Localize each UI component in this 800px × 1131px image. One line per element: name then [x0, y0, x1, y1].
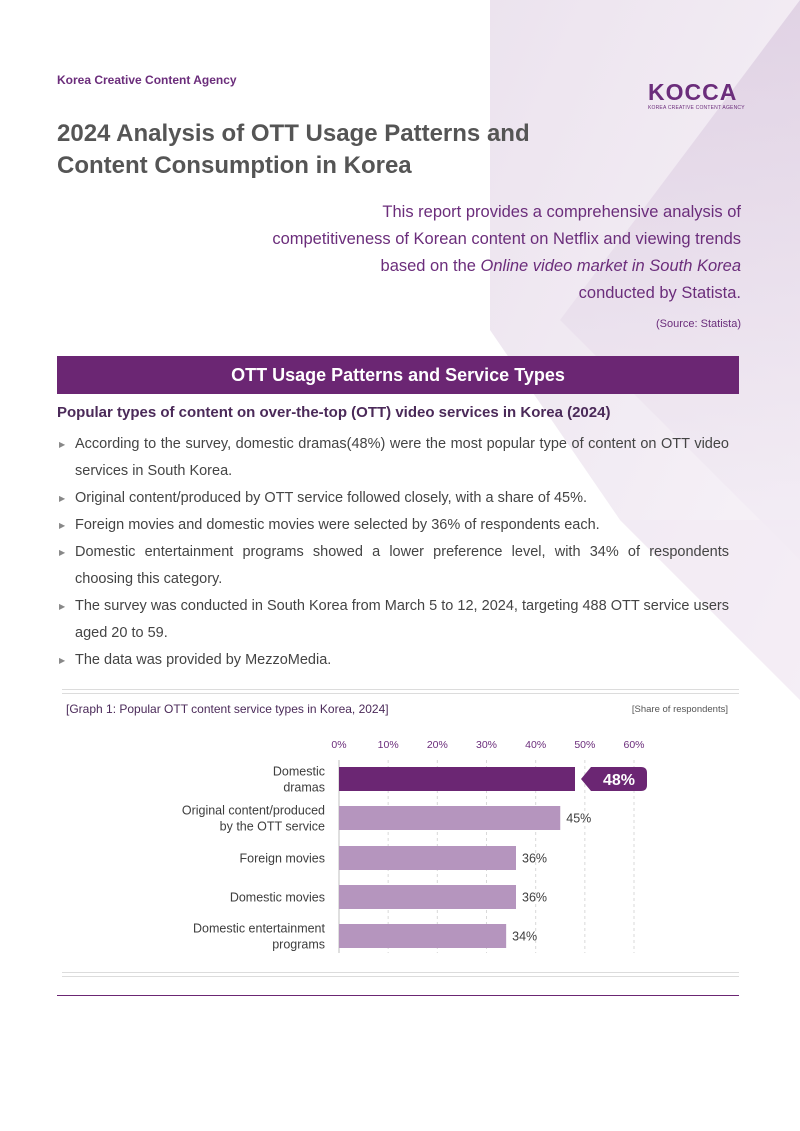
graph-top-divider — [62, 689, 739, 694]
bullet-marker-icon: ▶ — [59, 494, 66, 503]
bullet-marker-icon: ▶ — [59, 521, 66, 530]
intro-line-4: conducted by Statista. — [578, 284, 741, 302]
bullet-item: ▶ Domestic entertainment programs showed … — [57, 539, 729, 593]
x-tick-label: 30% — [476, 739, 497, 751]
title-line-1: 2024 Analysis of OTT Usage Patterns and — [57, 120, 530, 147]
bullet-text: Foreign movies and domestic movies were … — [75, 517, 600, 533]
value-label: 48% — [603, 772, 635, 789]
category-label: programs — [272, 938, 325, 952]
bullet-item: ▶ Foreign movies and domestic movies were… — [57, 512, 729, 539]
bullet-text: The data was provided by MezzoMedia. — [75, 652, 332, 668]
intro-line-2: competitiveness of Korean content on Net… — [272, 230, 741, 248]
x-tick-label: 40% — [525, 739, 546, 751]
page-footer-rule — [57, 995, 739, 996]
category-label: Domestic entertainment — [193, 922, 326, 936]
page-title: 2024 Analysis of OTT Usage Patterns and … — [57, 118, 617, 182]
intro-market-name: Online video market in South Korea — [480, 257, 741, 275]
intro-paragraph: This report provides a comprehensive ana… — [181, 199, 741, 307]
x-tick-label: 20% — [427, 739, 448, 751]
section-subheading: Popular types of content on over-the-top… — [57, 404, 611, 421]
value-label: 45% — [566, 812, 591, 826]
bar — [339, 885, 516, 909]
bullet-text: Domestic entertainment programs showed a… — [75, 544, 729, 587]
value-label: 36% — [522, 891, 547, 905]
x-tick-label: 10% — [378, 739, 399, 751]
category-label: Original content/produced — [182, 804, 325, 818]
bullet-item: ▶ The data was provided by MezzoMedia. — [57, 647, 729, 674]
bullet-marker-icon: ▶ — [59, 602, 66, 611]
bar — [339, 846, 516, 870]
graph-bottom-divider — [62, 972, 739, 977]
logo-text: KOCCA — [648, 79, 738, 105]
graph-caption: [Graph 1: Popular OTT content service ty… — [66, 702, 389, 716]
intro-line-3-prefix: based on the — [380, 257, 481, 275]
highlight-callout — [581, 767, 647, 791]
bar — [339, 924, 507, 948]
value-label: 34% — [512, 930, 537, 944]
bullet-item: ▶ The survey was conducted in South Korea… — [57, 593, 729, 647]
bullet-item: ▶ According to the survey, domestic drama… — [57, 431, 729, 485]
category-label: dramas — [283, 781, 325, 795]
bullet-list: ▶ According to the survey, domestic drama… — [57, 431, 729, 674]
bar — [339, 767, 575, 791]
title-line-2: Content Consumption in Korea — [57, 152, 412, 179]
category-label: by the OTT service — [220, 820, 325, 834]
bullet-item: ▶ Original content/produced by OTT servic… — [57, 485, 729, 512]
bullet-marker-icon: ▶ — [59, 440, 66, 449]
kocca-logo: KOCCA KOREA CREATIVE CONTENT AGENCY — [648, 79, 745, 111]
intro-line-1: This report provides a comprehensive ana… — [382, 203, 741, 221]
value-label: 36% — [522, 852, 547, 866]
bullet-text: The survey was conducted in South Korea … — [75, 598, 729, 641]
bullet-marker-icon: ▶ — [59, 548, 66, 557]
bullet-marker-icon: ▶ — [59, 656, 66, 665]
source-note: (Source: Statista) — [656, 318, 741, 330]
agency-name: Korea Creative Content Agency — [57, 73, 237, 87]
logo-subtext: KOREA CREATIVE CONTENT AGENCY — [648, 105, 745, 111]
category-label: Domestic — [273, 765, 325, 779]
category-label: Foreign movies — [240, 852, 325, 866]
bullet-text: According to the survey, domestic dramas… — [75, 436, 729, 479]
intro-line-3: based on the Online video market in Sout… — [181, 253, 741, 280]
x-tick-label: 0% — [331, 739, 346, 751]
category-label: Domestic movies — [230, 891, 325, 905]
bar — [339, 806, 561, 830]
graph-unit-label: [Share of respondents] — [631, 704, 728, 715]
section-title: OTT Usage Patterns and Service Types — [57, 356, 739, 394]
x-tick-label: 50% — [574, 739, 595, 751]
bullet-text: Original content/produced by OTT service… — [75, 490, 588, 506]
x-tick-label: 60% — [623, 739, 644, 751]
